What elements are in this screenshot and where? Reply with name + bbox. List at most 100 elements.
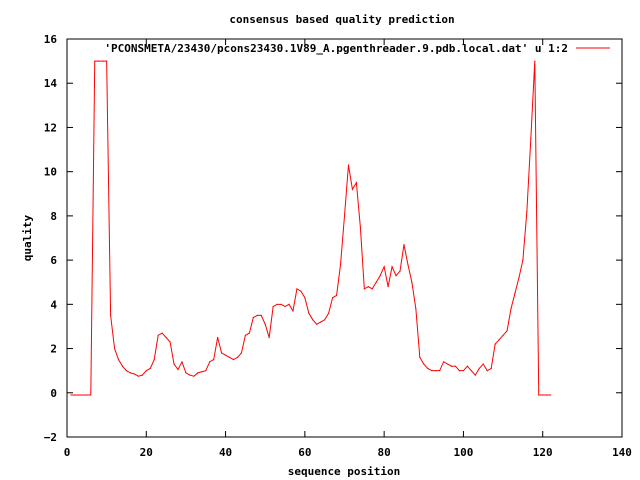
x-axis-label: sequence position [288,465,401,478]
data-point [486,370,488,372]
data-point [102,60,104,62]
x-tick-label: 40 [219,446,232,459]
data-point [161,332,163,334]
data-point [78,394,80,396]
legend: 'PCONSMETA/23430/pcons23430.1V89_A.pgent… [104,42,610,55]
data-point [94,60,96,62]
x-tick-label: 60 [298,446,311,459]
data-points [70,60,552,396]
data-point [498,339,500,341]
data-point [90,394,92,396]
data-point [518,277,520,279]
data-point [137,375,139,377]
data-point [264,323,266,325]
data-point [383,266,385,268]
data-point [268,336,270,339]
data-point [165,336,167,339]
data-point [371,288,373,290]
data-point [399,270,401,272]
data-point [395,274,397,277]
data-point [474,374,476,376]
data-point [450,365,453,367]
data-point [363,288,365,290]
y-tick-label: 16 [44,33,58,46]
data-point [478,367,480,370]
data-point [296,288,298,290]
x-tick-label: 0 [64,446,71,459]
y-tick-label: 8 [50,210,57,223]
data-point [113,347,116,350]
data-point [157,334,159,336]
plot-frame [66,38,623,438]
data-point [367,286,369,288]
data-point [86,394,88,396]
data-point [490,367,492,370]
x-tick-label: 120 [533,446,553,459]
data-point [260,314,262,316]
data-point [522,259,524,261]
y-tick-label: 2 [50,343,57,356]
data-point [427,367,429,370]
data-point [169,341,171,343]
data-point [339,263,342,266]
data-point [423,363,425,365]
data-point [335,294,338,297]
data-point [446,363,449,365]
data-point [205,370,207,372]
data-point [324,319,326,321]
data-point [145,370,147,372]
data-point [403,244,405,246]
data-point [98,60,100,62]
data-point [209,361,211,363]
data-point [458,370,461,372]
data-point [375,281,377,283]
data-point [542,394,544,396]
data-point [439,370,441,372]
data-point [106,60,108,62]
data-point [506,330,508,332]
data-point [177,368,179,371]
data-point [125,370,128,372]
data-point [228,356,231,358]
data-point [224,354,227,356]
data-point [288,303,290,305]
data-point [74,394,76,396]
data-point [435,370,437,372]
data-point [197,372,199,374]
data-point [407,263,409,266]
data-point [347,164,350,166]
data-point [328,312,330,314]
y-axis: −2 0 2 4 6 8 10 12 14 16 [44,33,622,444]
data-point [280,303,282,305]
data-point [312,319,314,321]
data-point [343,215,346,217]
chart-title: consensus based quality prediction [229,13,454,26]
data-point [252,317,254,319]
data-point [502,334,504,336]
data-point [82,394,84,396]
data-point [415,308,417,310]
data-point [470,370,472,372]
data-point [236,356,239,358]
data-point [419,356,421,358]
data-point [359,226,361,228]
data-point [538,394,540,396]
data-point [284,305,286,308]
y-tick-label: 6 [50,254,57,267]
y-tick-label: 12 [44,121,57,134]
data-point [391,266,393,268]
x-tick-label: 80 [378,446,391,459]
data-point [70,394,72,396]
data-point [276,303,278,305]
y-tick-label: 14 [44,77,58,90]
data-point [240,352,243,354]
data-point [117,359,120,361]
data-point [387,286,389,288]
data-point [300,290,302,292]
data-point [431,370,433,372]
data-point [510,308,512,310]
data-point [121,365,124,367]
data-point [546,394,548,396]
data-point [292,310,294,312]
